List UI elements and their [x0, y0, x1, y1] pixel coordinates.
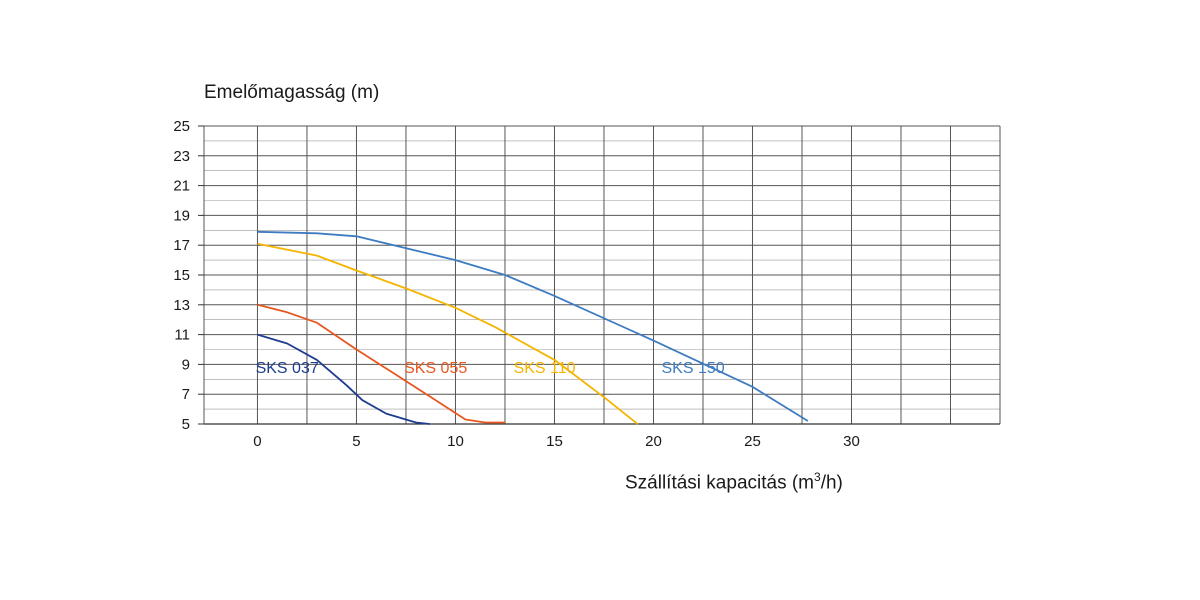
x-axis-label-end: /h) [820, 472, 843, 494]
x-tick-label: 25 [744, 433, 761, 450]
x-axis-label: Szállítási kapacitás (m3/h) [625, 470, 843, 494]
x-tick-labels: 0 5 10 15 20 25 30 [253, 433, 860, 450]
y-tick-label: 7 [182, 386, 190, 403]
y-tick-label: 9 [182, 356, 190, 373]
series-label-3: SKS 110 [514, 360, 576, 377]
y-tick-label: 21 [173, 178, 190, 195]
series-label-1: SKS 037 [256, 360, 319, 377]
series-line-3 [257, 242, 639, 425]
series-lines [257, 230, 809, 425]
y-axis-label: Emelőmagasság (m) [204, 82, 380, 103]
y-tick-label: 23 [173, 148, 190, 165]
x-tick-label: 20 [645, 433, 662, 450]
y-tick-label: 5 [182, 416, 190, 433]
y-tick-label: 15 [173, 267, 190, 284]
series-labels: SKS 037 SKS 055 SKS 110 SKS 150 [256, 360, 725, 377]
x-tick-label: 5 [352, 433, 360, 450]
series-label-4: SKS 150 [662, 360, 725, 377]
series-line-1 [257, 333, 430, 425]
x-axis-label-main: Szállítási kapacitás (m [625, 472, 815, 494]
x-axis-label-sup: 3 [814, 470, 821, 484]
series-label-2: SKS 055 [404, 360, 467, 377]
y-tick-label: 25 [173, 118, 190, 135]
y-tick-label: 19 [173, 207, 190, 224]
x-tick-label: 30 [843, 433, 860, 450]
y-tick-label: 11 [174, 327, 190, 344]
y-tick-label: 13 [173, 297, 190, 314]
x-tick-label: 15 [546, 433, 563, 450]
x-tick-label: 10 [447, 433, 464, 450]
y-tick-label: 17 [173, 237, 190, 254]
series-line-4 [257, 230, 809, 422]
y-tick-labels: 25 23 21 19 17 15 13 11 9 7 5 [173, 118, 190, 433]
grid [198, 125, 1001, 425]
x-tick-label: 0 [253, 433, 261, 450]
series-line-2 [257, 303, 505, 424]
